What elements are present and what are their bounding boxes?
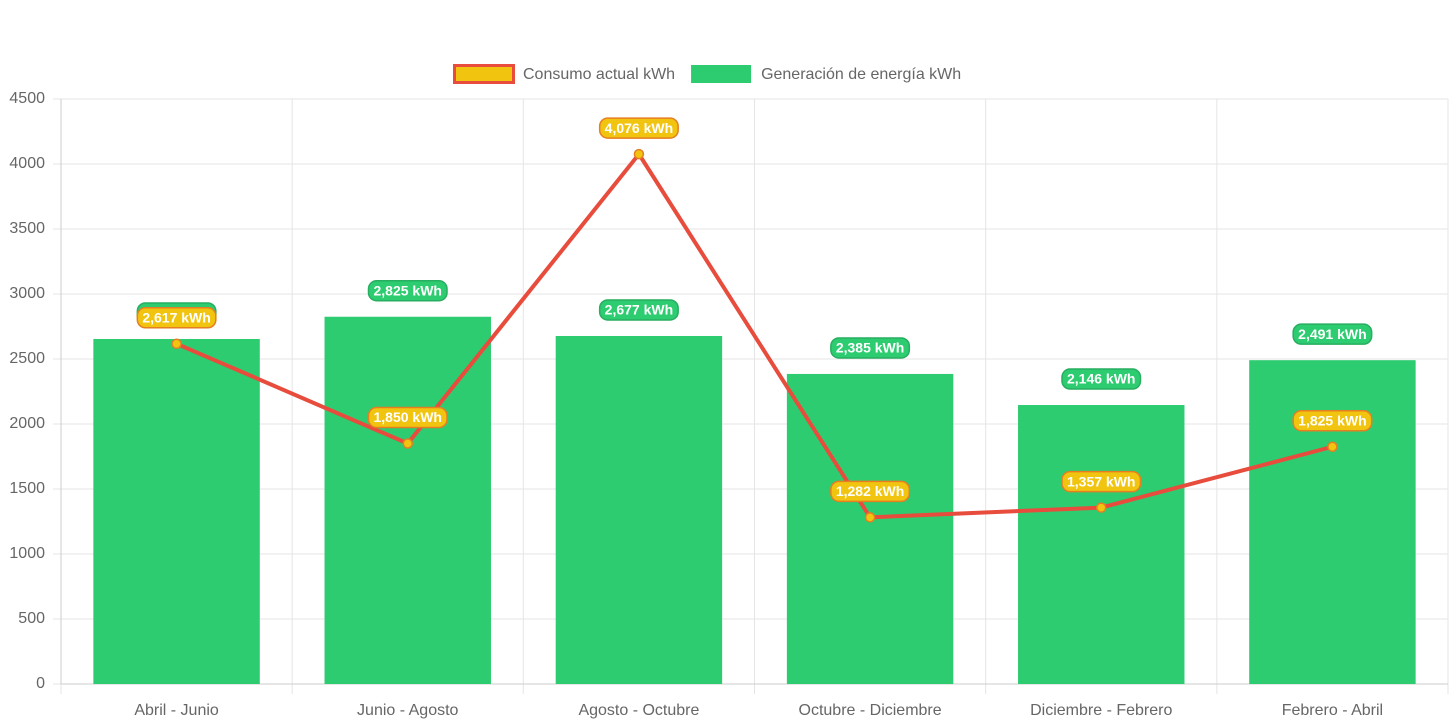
x-tick-label: Diciembre - Febrero bbox=[1030, 702, 1172, 719]
y-tick-label: 3500 bbox=[9, 220, 45, 237]
y-tick-label: 4500 bbox=[9, 90, 45, 107]
line bbox=[175, 150, 1333, 520]
y-tick-label: 4000 bbox=[9, 155, 45, 172]
value-label-box bbox=[1061, 368, 1142, 390]
value-label: 1,825 kWh bbox=[1298, 412, 1366, 428]
x-tick-label: Junio - Agosto bbox=[357, 702, 459, 719]
point bbox=[1096, 502, 1107, 513]
value-label: 1,282 kWh bbox=[836, 483, 904, 499]
x-tick-label: Febrero - Abril bbox=[1282, 702, 1383, 719]
legend-swatch bbox=[453, 64, 515, 84]
value-label-box bbox=[598, 299, 679, 321]
y-tick-label: 0 bbox=[36, 675, 45, 692]
y-tick-label: 2500 bbox=[9, 350, 45, 367]
value-label: 2,677 kWh bbox=[605, 302, 673, 318]
y-tick-label: 1000 bbox=[9, 545, 45, 562]
value-label: 1,357 kWh bbox=[1067, 473, 1135, 489]
y-tick-label: 500 bbox=[18, 610, 45, 627]
legend-label: Generación de energía kWh bbox=[761, 66, 961, 83]
point bbox=[633, 148, 645, 160]
value-label: 2,617 kWh bbox=[142, 309, 210, 325]
legend-label: Consumo actual kWh bbox=[523, 66, 675, 83]
value-label-box bbox=[830, 337, 911, 359]
value-label: 1,850 kWh bbox=[374, 409, 442, 425]
bar bbox=[1018, 405, 1185, 684]
value-label: 2,491 kWh bbox=[1298, 326, 1366, 342]
bar bbox=[786, 373, 954, 684]
bar bbox=[1249, 360, 1416, 684]
value-label: 2,146 kWh bbox=[1067, 371, 1135, 387]
value-label: 4,076 kWh bbox=[605, 120, 673, 136]
value-label-box bbox=[830, 480, 911, 503]
point bbox=[402, 438, 413, 449]
y-tick-label: 1500 bbox=[9, 480, 45, 497]
legend-swatch bbox=[691, 65, 752, 83]
value-label-box bbox=[598, 117, 679, 139]
value-label: 2,385 kWh bbox=[836, 340, 904, 356]
bar bbox=[93, 338, 260, 684]
value-label-box bbox=[367, 406, 448, 429]
point bbox=[1327, 441, 1338, 452]
value-label: 2,825 kWh bbox=[374, 282, 442, 298]
y-tick-label: 2000 bbox=[9, 415, 45, 432]
y-tick-label: 3000 bbox=[9, 285, 45, 302]
bar bbox=[555, 335, 723, 684]
value-label-box bbox=[136, 307, 217, 329]
value-label-box bbox=[1061, 470, 1142, 493]
value-label-box bbox=[367, 280, 448, 302]
bar bbox=[324, 316, 491, 684]
point bbox=[864, 512, 876, 523]
value-label-box bbox=[1292, 323, 1373, 345]
x-tick-label: Abril - Junio bbox=[134, 702, 219, 719]
point bbox=[171, 338, 182, 350]
value-label-box bbox=[1292, 410, 1373, 432]
x-tick-label: Agosto - Octubre bbox=[578, 702, 699, 719]
x-tick-label: Octubre - Diciembre bbox=[799, 702, 942, 719]
